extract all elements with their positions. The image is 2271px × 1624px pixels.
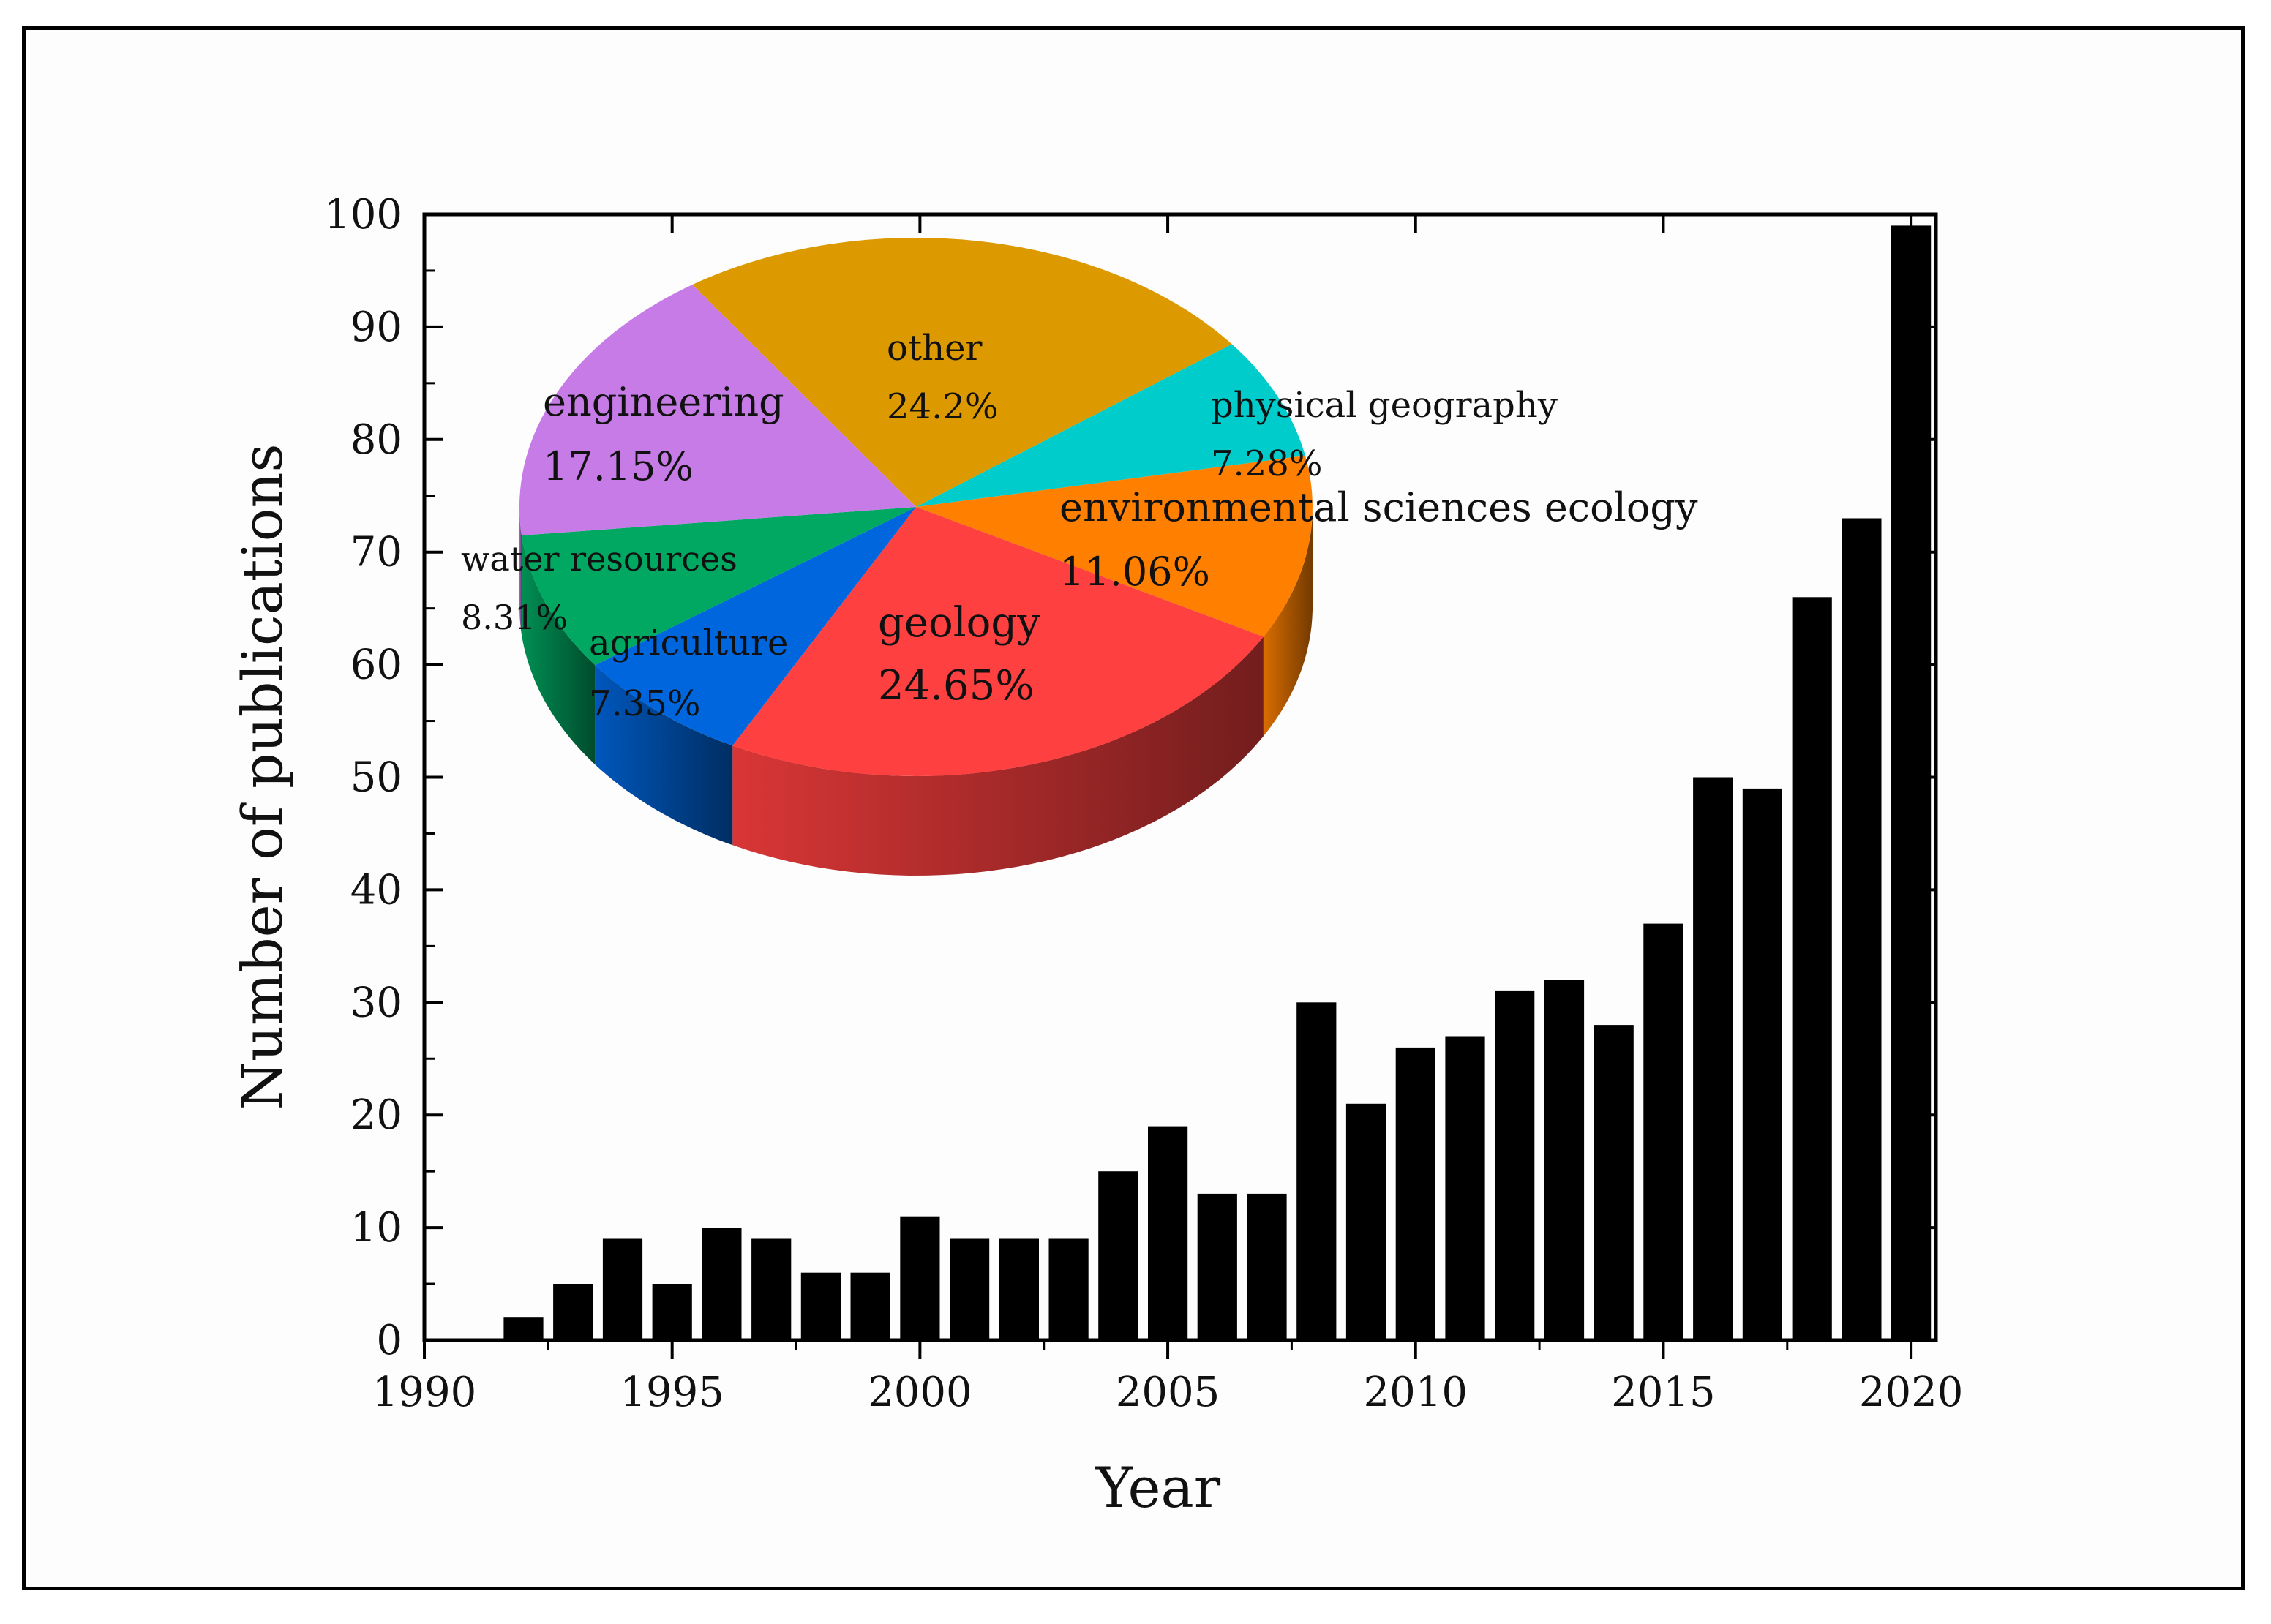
x-tick-label: 1990 [372,1369,477,1416]
pie-label-other: other [887,328,983,369]
pie-slice-environmental-sciences-ecology [916,455,1313,637]
x-tick-label: 2020 [1859,1369,1964,1416]
bar-1996 [702,1228,742,1340]
pie-side-agriculture [595,665,733,846]
x-axis: 1990 1995 2000 2005 2010 2015 2020 [372,214,1964,1416]
bar-2009 [1345,1103,1386,1340]
bars-group [503,225,1932,1340]
y-tick-label: 70 [350,529,402,576]
y-tick-label: 50 [350,754,402,802]
bar-1995 [652,1284,692,1340]
bar-2007 [1247,1193,1287,1340]
x-tick-label: 1995 [620,1369,724,1416]
pie-label-water-resources: water resources [461,539,737,579]
bar-2005 [1148,1126,1188,1340]
pie-slice-geology [732,507,1264,777]
bar-2016 [1693,777,1733,1340]
pie-label-agriculture: agriculture [589,623,788,663]
bar-1992 [503,1317,544,1340]
y-tick-label: 40 [350,866,402,914]
pie-side-environmental-sciences-ecology [1263,507,1313,737]
bar-2000 [900,1216,940,1340]
bar-1998 [800,1272,841,1340]
bar-2003 [1048,1238,1089,1340]
pie-slice-other [692,237,1232,507]
pie-slice-physical-geography [916,344,1305,507]
pie-slice-water-resources [522,507,916,666]
bar-2004 [1098,1171,1138,1340]
x-tick-label: 2010 [1363,1369,1468,1416]
bar-2019 [1842,518,1882,1340]
pie-side-geology [732,636,1264,876]
pie-slice-agriculture [595,507,916,746]
pie-labels: other 24.2% physical geography 7.28%environ… [461,328,1698,724]
pie-label-environmental-sciences-ecology: environmental sciences ecology [1059,484,1698,530]
bar-2017 [1742,788,1782,1340]
bar-2008 [1296,1002,1337,1340]
x-axis-title: Year [1095,1455,1221,1520]
bar-2010 [1395,1047,1435,1340]
x-tick-label: 2015 [1611,1369,1716,1416]
pie-pct-water-resources: 8.31% [461,598,568,637]
pie-label-engineering: engineering [543,379,784,425]
y-tick-label: 90 [350,304,402,351]
y-axis: 0 10 20 30 40 50 60 70 80 90 100 [324,191,1936,1364]
pie-inset [519,237,1313,876]
bar-2020 [1891,225,1932,1340]
pie-pct-geology: 24.65% [878,662,1035,710]
pie-pct-engineering: 17.15% [543,443,694,489]
pie-side-engineering [519,507,522,635]
pie-slice-engineering [519,285,916,535]
bar-2011 [1445,1036,1485,1340]
pie-label-geology: geology [878,599,1040,647]
pie-pct-physical-geography: 7.28% [1211,443,1322,484]
y-tick-label: 60 [350,642,402,689]
bar-2018 [1792,597,1832,1340]
bar-1994 [602,1238,643,1340]
pie-pct-environmental-sciences-ecology: 11.06% [1059,549,1210,595]
bar-1999 [850,1272,890,1340]
pie-side-water-resources [522,535,596,765]
y-axis-title: Number of publications [230,444,295,1110]
y-tick-label: 30 [350,979,402,1026]
bar-2001 [950,1238,990,1340]
y-tick-label: 20 [350,1091,402,1139]
bar-2006 [1197,1193,1237,1340]
y-tick-label: 10 [350,1204,402,1252]
pie-pct-other: 24.2% [887,386,998,427]
pie-label-physical-geography: physical geography [1211,385,1558,426]
y-tick-label: 0 [376,1317,402,1364]
bar-1993 [553,1284,593,1340]
bar-2014 [1594,1025,1634,1340]
y-tick-label: 80 [350,416,402,464]
bar-2012 [1495,990,1535,1340]
x-tick-label: 2005 [1116,1369,1220,1416]
bar-2015 [1643,923,1683,1340]
x-tick-label: 2000 [868,1369,972,1416]
y-tick-label: 100 [324,191,402,238]
pie-pct-agriculture: 7.35% [589,683,700,724]
bar-1997 [751,1238,792,1340]
bar-2013 [1544,980,1585,1340]
bar-2002 [999,1238,1039,1340]
